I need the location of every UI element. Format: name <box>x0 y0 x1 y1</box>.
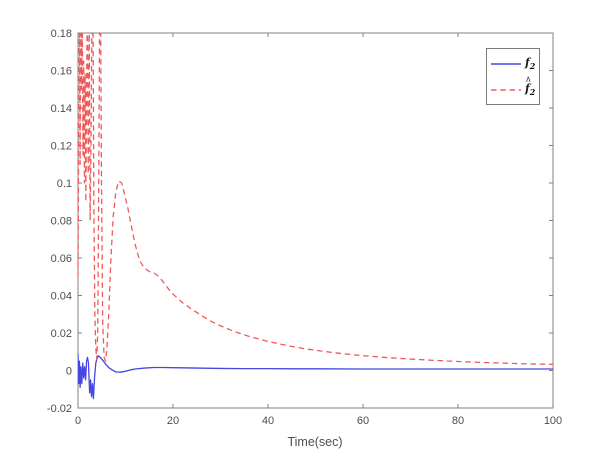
legend-line-sample <box>491 89 521 91</box>
x-tick-label: 100 <box>544 415 562 427</box>
tick-labels: 0 20 40 60 80 100-0.0200.020.040.060.080.10.1… <box>47 28 562 427</box>
legend-entry-f_2_hat: ∧ f2 <box>487 74 539 100</box>
subscript: 2 <box>529 61 536 72</box>
y-tick-label: 0.14 <box>51 103 72 115</box>
x-tick-label: 40 <box>262 415 274 427</box>
x-axis-label: Time(sec) <box>287 435 342 449</box>
legend-label-f_2_hat: ∧ f2 <box>525 74 536 98</box>
plot-border <box>77 32 554 409</box>
x-tick-label: 20 <box>167 415 179 427</box>
series-f_2_hat-path <box>78 33 553 365</box>
hat-glyph: ∧ <box>525 74 532 85</box>
axes-box <box>77 32 554 409</box>
legend: f2 ∧ f2 <box>486 48 540 105</box>
y-tick-label: 0.1 <box>57 178 72 190</box>
legend-entry-f_2: f2 <box>487 54 539 74</box>
subscript: 2 <box>529 87 536 98</box>
x-tick-label: 0 <box>75 415 81 427</box>
x-tick-label: 80 <box>452 415 464 427</box>
y-tick-label: 0.12 <box>51 141 72 153</box>
y-tick-label: 0.04 <box>51 291 72 303</box>
y-tick-label: 0.18 <box>51 28 72 40</box>
series-group <box>78 33 553 400</box>
y-tick-label: 0.06 <box>51 253 72 265</box>
y-tick-label: -0.02 <box>47 403 72 415</box>
legend-line-sample <box>491 63 521 65</box>
y-tick-label: 0 <box>66 366 72 378</box>
tick-marks <box>77 32 554 409</box>
legend-label-f_2: f2 <box>525 56 536 72</box>
x-tick-label: 60 <box>357 415 369 427</box>
y-tick-label: 0.16 <box>51 66 72 78</box>
series-f_2-path <box>78 353 553 400</box>
y-tick-label: 0.08 <box>51 216 72 228</box>
y-tick-label: 0.02 <box>51 328 72 340</box>
